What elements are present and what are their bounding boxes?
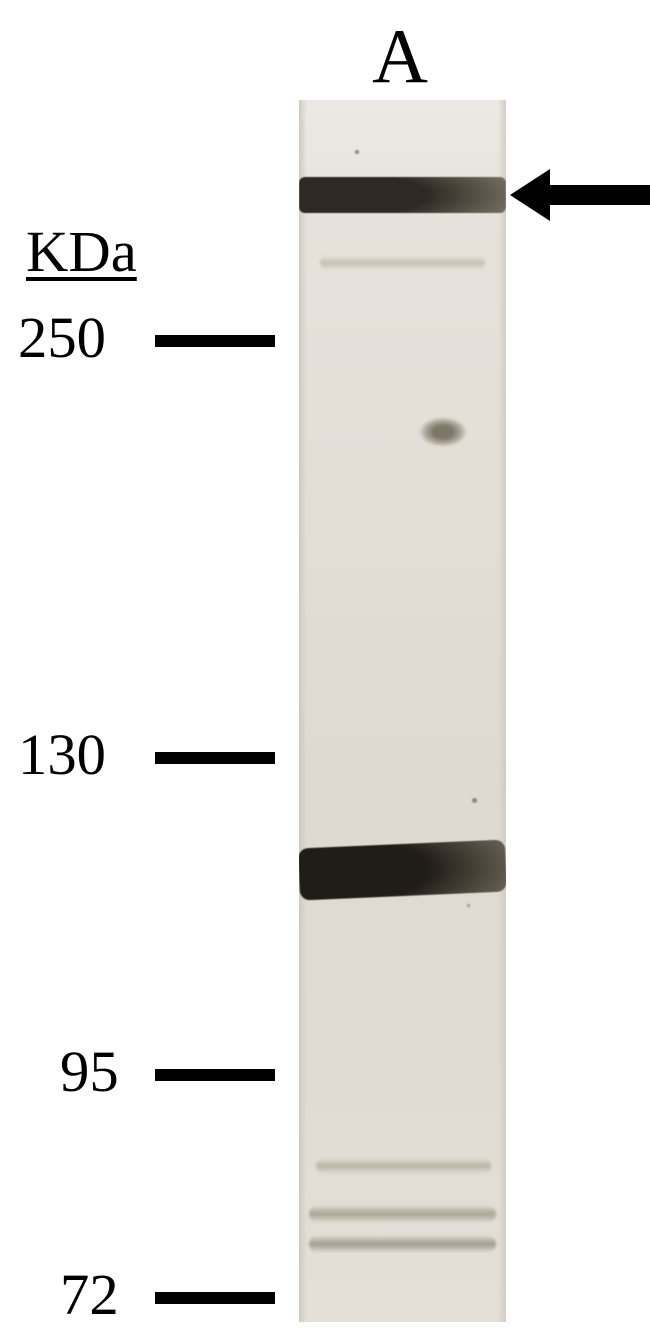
target-band-arrow (510, 169, 650, 221)
band-target-band (299, 177, 506, 213)
arrow-shaft (550, 185, 650, 205)
lane-label-A: A (372, 12, 428, 101)
axis-unit-header: KDa (26, 218, 137, 285)
band-band-110 (299, 840, 506, 901)
band-faint-78a (309, 1205, 495, 1223)
membrane-speck (355, 150, 359, 154)
band-faint-band-250 (320, 256, 486, 270)
band-faint-76 (309, 1235, 495, 1253)
band-spot-230 (419, 417, 467, 447)
blot-lane-A (299, 100, 506, 1322)
mw-marker-label: 250 (18, 304, 106, 371)
blot-membrane-bg (299, 100, 506, 1322)
mw-marker-label: 95 (60, 1038, 119, 1105)
mw-marker-label: 72 (60, 1261, 119, 1328)
mw-marker-label: 130 (18, 721, 106, 788)
western-blot-figure: A KDa 250 130 95 72 (0, 0, 650, 1339)
arrow-head-icon (510, 169, 550, 221)
membrane-speck (467, 904, 470, 907)
mw-marker-tick (155, 752, 275, 764)
band-faint-82 (316, 1158, 492, 1174)
mw-marker-tick (155, 1069, 275, 1081)
mw-marker-tick (155, 335, 275, 347)
mw-marker-tick (155, 1292, 275, 1304)
